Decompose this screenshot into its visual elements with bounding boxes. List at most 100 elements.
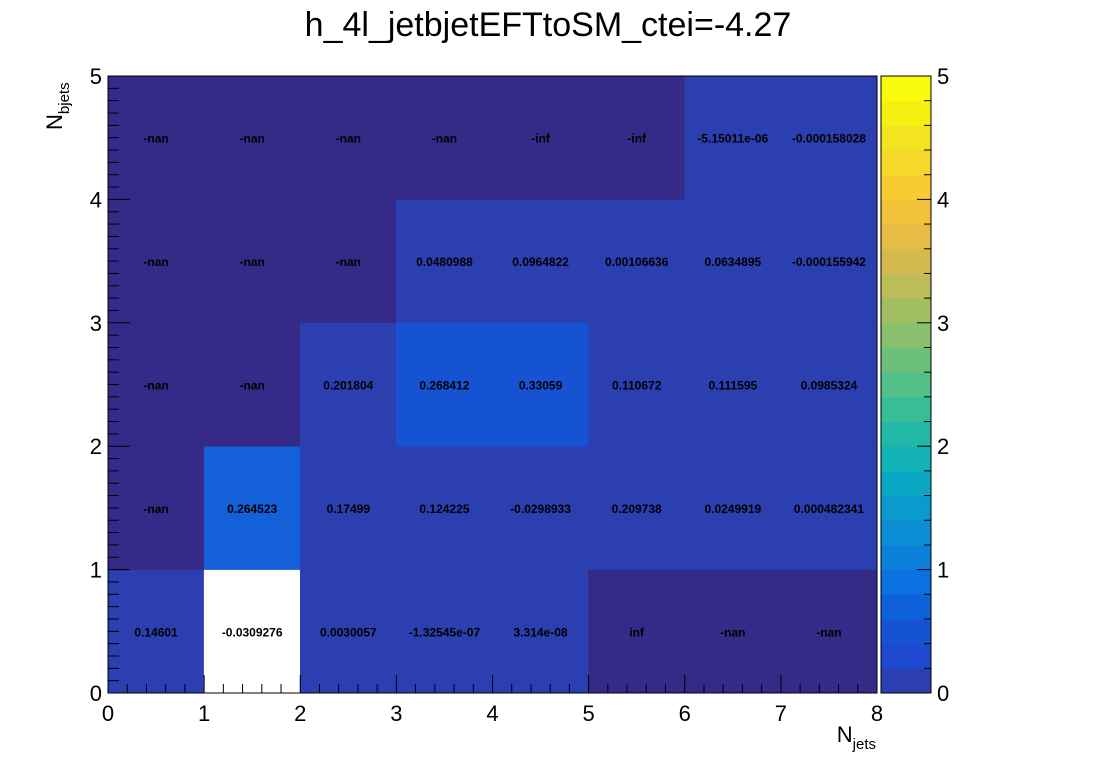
cell-value-label: 0.124225 bbox=[419, 502, 469, 516]
color-scale-band bbox=[881, 569, 931, 595]
color-scale-band bbox=[881, 421, 931, 447]
z-tick-label: 3 bbox=[937, 311, 949, 336]
y-tick-label: 4 bbox=[90, 187, 102, 212]
cell-value-label: -nan bbox=[816, 625, 841, 639]
cell-value-label: -0.000158028 bbox=[792, 132, 866, 146]
heatmap-cell bbox=[396, 569, 493, 694]
cell-value-label: 0.268412 bbox=[419, 379, 469, 393]
heatmap-cell bbox=[492, 569, 589, 694]
heatmap-cell bbox=[300, 322, 397, 447]
axis-ticks bbox=[107, 75, 878, 694]
cell-value-label: 0.17499 bbox=[327, 502, 371, 516]
y-tick-label: 3 bbox=[90, 311, 102, 336]
z-tick-label: 1 bbox=[937, 558, 949, 583]
y-tick-label: 2 bbox=[90, 434, 102, 459]
heatmap-cell bbox=[107, 322, 205, 447]
x-tick-label: 7 bbox=[775, 701, 787, 726]
cell-value-label: -nan bbox=[336, 255, 361, 269]
cell-value-label: 0.00106636 bbox=[605, 255, 669, 269]
heatmap-cell bbox=[492, 199, 589, 324]
y-tick-label: 0 bbox=[90, 681, 102, 706]
color-scale-band bbox=[881, 322, 931, 348]
color-scale-band bbox=[881, 347, 931, 373]
x-axis-label-sub: jets bbox=[852, 736, 876, 753]
cell-value-label: 0.110672 bbox=[612, 379, 662, 393]
color-scale-band bbox=[881, 594, 931, 620]
cell-value-label: -nan bbox=[432, 132, 457, 146]
y-tick-labels: 0 1 2 3 4 5 bbox=[90, 64, 102, 706]
cell-value-label: -0.000155942 bbox=[792, 255, 866, 269]
color-scale-band bbox=[881, 372, 931, 398]
y-axis-label: Nbjets bbox=[42, 82, 73, 130]
color-scale-band bbox=[881, 544, 931, 571]
cell-value-label: -1.32545e-07 bbox=[409, 625, 481, 639]
heatmap-cell-labels: 0.14601 -0.0309276 0.0030057 -1.32545e-07 3.… bbox=[134, 132, 866, 640]
cell-value-label: -nan bbox=[143, 132, 168, 146]
cell-value-label: 0.0480988 bbox=[416, 255, 473, 269]
cell-value-label: -nan bbox=[240, 132, 265, 146]
heatmap-cell bbox=[107, 199, 205, 324]
color-scale-band bbox=[881, 446, 931, 472]
color-scale-band bbox=[881, 618, 931, 645]
y-tick-label: 5 bbox=[90, 64, 102, 89]
y-axis-label-base: N bbox=[42, 114, 67, 130]
z-tick-label: 5 bbox=[937, 64, 949, 89]
heatmap-cell bbox=[492, 445, 589, 570]
y-tick-label: 1 bbox=[90, 558, 102, 583]
x-tick-label: 2 bbox=[294, 701, 306, 726]
cell-value-label: 3.314e-08 bbox=[514, 625, 568, 639]
cell-value-label: 0.33059 bbox=[519, 379, 563, 393]
color-scale-tick-labels: 0 1 2 3 4 5 bbox=[937, 64, 949, 706]
heatmap-cell bbox=[203, 445, 301, 570]
color-scale-band bbox=[881, 150, 931, 176]
heatmap-cell bbox=[107, 569, 205, 694]
color-scale-band bbox=[881, 396, 931, 423]
heatmap-cell bbox=[780, 75, 878, 200]
cell-value-label: -nan bbox=[336, 132, 361, 146]
heatmap-cell bbox=[684, 199, 782, 324]
color-scale-frame bbox=[880, 75, 932, 694]
cell-value-label: 0.0249919 bbox=[704, 502, 761, 516]
cell-value-label: 0.000482341 bbox=[794, 502, 864, 516]
x-tick-label: 3 bbox=[390, 701, 402, 726]
heatmap-cell bbox=[780, 569, 878, 694]
heatmap-cell bbox=[203, 569, 301, 694]
color-scale-band bbox=[881, 495, 931, 521]
x-tick-label: 5 bbox=[583, 701, 595, 726]
heatmap-cell bbox=[684, 75, 782, 200]
x-tick-label: 6 bbox=[679, 701, 691, 726]
cell-value-label: 0.0634895 bbox=[704, 255, 761, 269]
x-tick-label: 8 bbox=[871, 701, 883, 726]
heatmap-cell bbox=[780, 445, 878, 570]
heatmap-cell bbox=[492, 322, 589, 447]
color-scale-band bbox=[881, 520, 931, 546]
color-scale-bar bbox=[881, 75, 931, 694]
cell-value-label: 0.0030057 bbox=[320, 625, 377, 639]
color-scale-band bbox=[881, 224, 931, 250]
x-axis-label-base: N bbox=[837, 722, 853, 747]
cell-value-label: -nan bbox=[143, 255, 168, 269]
heatmap-cell bbox=[300, 199, 397, 324]
cell-value-label: -0.0298933 bbox=[510, 502, 571, 516]
cell-value-label: inf bbox=[629, 625, 645, 639]
x-tick-label: 0 bbox=[102, 701, 114, 726]
cell-value-label: 0.201804 bbox=[323, 379, 373, 393]
cell-value-label: -nan bbox=[720, 625, 745, 639]
cell-value-label: -inf bbox=[627, 132, 647, 146]
heatmap-cell bbox=[396, 445, 493, 570]
heatmap-cell bbox=[300, 75, 397, 200]
z-tick-label: 4 bbox=[937, 187, 949, 212]
cell-value-label: 0.209738 bbox=[612, 502, 662, 516]
cell-value-label: 0.14601 bbox=[134, 625, 178, 639]
color-scale-band bbox=[881, 76, 931, 102]
heatmap-cell bbox=[684, 445, 782, 570]
color-scale-band bbox=[881, 125, 931, 151]
x-tick-label: 1 bbox=[198, 701, 210, 726]
heatmap-cell bbox=[396, 322, 493, 447]
heatmap-cell bbox=[203, 75, 301, 200]
cell-value-label: -0.0309276 bbox=[222, 625, 283, 639]
heatmap-cell bbox=[588, 569, 685, 694]
cell-value-label: 0.0964822 bbox=[512, 255, 569, 269]
heatmap-cell bbox=[492, 75, 589, 200]
